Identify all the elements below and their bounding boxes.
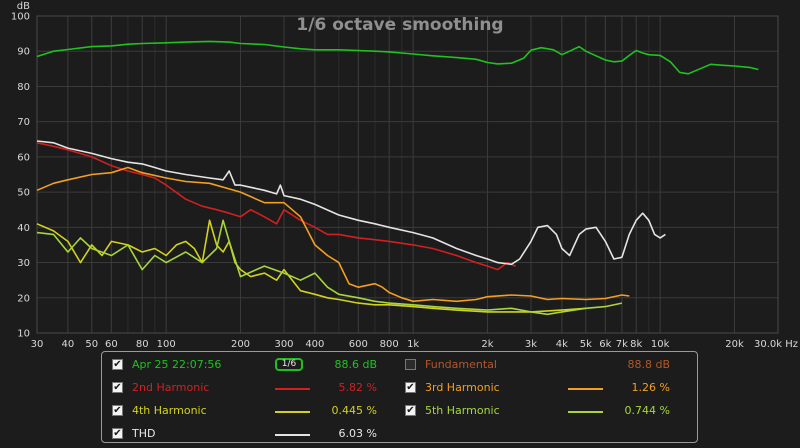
x-tick-label: 80 [136,339,149,350]
series-line-5th-harmonic [36,219,623,316]
checkbox-icon[interactable]: ✔ [405,405,416,416]
legend-item-5th-harmonic[interactable]: ✔ 5th Harmonic 0.744 % [405,402,675,420]
x-tick-label: 8k [630,339,642,350]
legend-item-fundamental[interactable]: ✔ Fundamental 88.8 dB [405,356,675,374]
x-tick-label: 40 [61,339,74,350]
checkbox-icon[interactable]: ✔ [112,359,123,370]
x-tick-label: 300 [274,339,293,350]
legend-label: THD [132,427,156,440]
legend-value: 88.8 dB [627,358,670,371]
series-line-2nd-harmonic [36,142,516,271]
legend-label: 3rd Harmonic [425,381,500,394]
legend-item-thd[interactable]: ✔ THD 6.03 % [112,425,382,443]
chart-title: 1/6 octave smoothing [296,15,503,35]
x-tick-label: 50 [85,339,98,350]
x-axis-ticks: 30 40 50 60 80 100 200 300 400 600 800 1k 2k 3k 4k 5k 6k… [31,339,798,350]
x-tick-label: 30 [31,339,44,350]
legend-value: 1.26 % [631,381,670,394]
checkbox-icon[interactable]: ✔ [112,382,123,393]
legend-item-2nd-harmonic[interactable]: ✔ 2nd Harmonic 5.82 % [112,379,382,397]
legend-swatch [275,434,310,436]
x-tick-label: 100 [157,339,176,350]
y-tick-label: 90 [17,47,30,58]
legend-label: 2nd Harmonic [132,381,210,394]
legend-swatch [275,388,310,390]
legend-item-measurement[interactable]: ✔ Apr 25 22:07:56 1/6 88.6 dB [112,356,382,374]
legend-label: Apr 25 22:07:56 [132,358,222,371]
x-tick-label: 600 [349,339,368,350]
legend-item-3rd-harmonic[interactable]: ✔ 3rd Harmonic 1.26 % [405,379,675,397]
series-line-thd [36,140,666,266]
legend-label: 5th Harmonic [425,404,500,417]
x-tick-label: 10k [651,339,670,350]
x-tick-label: 400 [305,339,324,350]
x-tick-label: 60 [105,339,118,350]
checkbox-icon[interactable]: ✔ [405,382,416,393]
legend-value: 6.03 % [338,427,377,440]
legend-item-4th-harmonic[interactable]: ✔ 4th Harmonic 0.445 % [112,402,382,420]
legend-swatch [568,411,603,413]
checkbox-icon[interactable]: ✔ [112,428,123,439]
legend-value: 0.744 % [624,404,670,417]
x-tick-label: 200 [231,339,250,350]
x-tick-label: 800 [380,339,399,350]
series-line-3rd-harmonic [36,166,630,303]
checkbox-icon[interactable]: ✔ [112,405,123,416]
checkbox-icon[interactable]: ✔ [405,359,416,370]
x-tick-label: 3k [525,339,537,350]
legend-swatch [568,388,603,390]
chart-series [36,40,759,316]
x-tick-label: 5k [580,339,592,350]
y-tick-label: 30 [17,258,30,269]
y-tick-label: 70 [17,117,30,128]
x-tick-label: 7k [616,339,628,350]
y-axis-label: dB [17,1,30,12]
x-tick-label: 30.0k Hz [754,339,798,350]
series-line-apr-25-22-07-56 [36,40,759,75]
legend-value: 88.6 dB [334,358,377,371]
y-tick-label: 10 [17,329,30,340]
x-tick-label: 6k [599,339,611,350]
legend-swatch [275,411,310,413]
legend-panel: ✔ Apr 25 22:07:56 1/6 88.6 dB ✔ Fundamen… [101,351,698,443]
x-tick-label: 4k [556,339,568,350]
legend-value: 5.82 % [338,381,377,394]
smoothing-badge[interactable]: 1/6 [275,358,303,371]
y-tick-label: 20 [17,293,30,304]
x-tick-label: 20k [725,339,744,350]
plot-frame [36,15,779,334]
y-tick-label: 80 [17,82,30,93]
series-line-4th-harmonic [36,219,586,313]
legend-value: 0.445 % [331,404,377,417]
y-tick-label: 40 [17,223,30,234]
y-axis-ticks: 10 20 30 40 50 60 70 80 90 100 [11,12,30,340]
y-tick-label: 60 [17,152,30,163]
legend-label: 4th Harmonic [132,404,207,417]
y-tick-label: 50 [17,188,30,199]
y-tick-label: 100 [11,12,30,23]
legend-label: Fundamental [425,358,497,371]
chart-grid [36,15,779,334]
x-tick-label: 1k [407,339,419,350]
x-tick-label: 2k [481,339,493,350]
